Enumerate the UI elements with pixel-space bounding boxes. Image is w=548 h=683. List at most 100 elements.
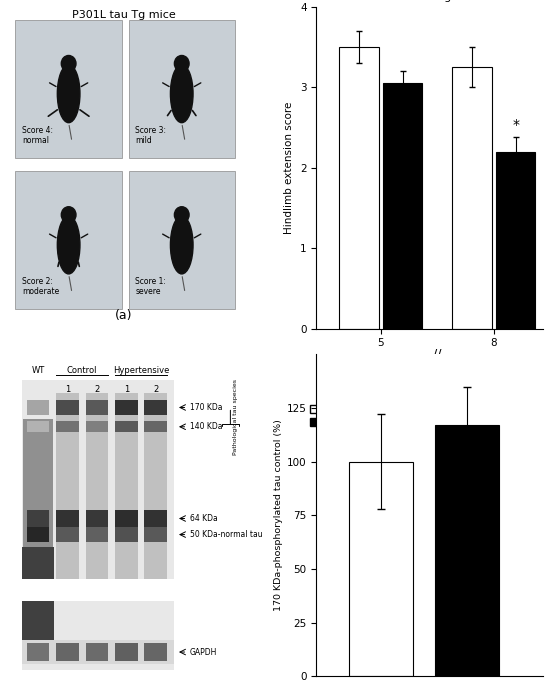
Ellipse shape bbox=[58, 216, 80, 274]
Bar bbox=[85, 393, 108, 580]
Bar bbox=[56, 393, 79, 580]
Text: Control: Control bbox=[67, 365, 98, 375]
FancyArrowPatch shape bbox=[81, 234, 88, 238]
Bar bbox=[115, 510, 138, 527]
FancyArrowPatch shape bbox=[195, 83, 201, 87]
Bar bbox=[85, 421, 108, 432]
Ellipse shape bbox=[61, 207, 76, 223]
FancyArrowPatch shape bbox=[182, 126, 185, 139]
FancyArrowPatch shape bbox=[163, 83, 169, 87]
FancyArrowPatch shape bbox=[58, 262, 59, 266]
Bar bbox=[339, 47, 379, 329]
FancyArrowPatch shape bbox=[78, 262, 79, 266]
Bar bbox=[56, 421, 79, 432]
Bar bbox=[129, 20, 235, 158]
Ellipse shape bbox=[61, 55, 76, 72]
Bar bbox=[56, 643, 79, 661]
Bar bbox=[145, 393, 167, 580]
Ellipse shape bbox=[58, 65, 80, 123]
FancyArrowPatch shape bbox=[69, 277, 72, 290]
FancyArrowPatch shape bbox=[81, 83, 88, 87]
Ellipse shape bbox=[174, 55, 189, 72]
Text: 1: 1 bbox=[65, 385, 70, 394]
FancyArrowPatch shape bbox=[49, 83, 56, 87]
Bar bbox=[22, 579, 174, 601]
Text: (a): (a) bbox=[115, 309, 133, 322]
Bar bbox=[115, 643, 138, 661]
Bar bbox=[27, 400, 49, 415]
Bar bbox=[15, 20, 122, 158]
Bar bbox=[85, 510, 108, 527]
FancyArrowPatch shape bbox=[163, 234, 169, 238]
Bar bbox=[129, 171, 235, 309]
Bar bbox=[27, 527, 49, 542]
Bar bbox=[27, 510, 49, 527]
FancyArrowPatch shape bbox=[80, 110, 89, 116]
Text: 2: 2 bbox=[94, 385, 100, 394]
FancyArrowPatch shape bbox=[195, 234, 201, 238]
FancyArrowPatch shape bbox=[48, 110, 58, 116]
Text: Hypertensive: Hypertensive bbox=[113, 365, 169, 375]
Text: (b): (b) bbox=[421, 451, 438, 464]
Bar bbox=[24, 419, 53, 660]
Bar bbox=[15, 171, 122, 309]
Bar bbox=[85, 643, 108, 661]
Text: 2: 2 bbox=[153, 385, 158, 394]
Title: P301L tau Tg mice: P301L tau Tg mice bbox=[378, 0, 481, 2]
Bar bbox=[27, 643, 49, 661]
Bar bbox=[115, 643, 138, 661]
Bar bbox=[145, 510, 167, 527]
Bar bbox=[383, 83, 423, 329]
FancyArrowPatch shape bbox=[168, 111, 171, 115]
Bar bbox=[115, 393, 138, 580]
Text: //: // bbox=[433, 348, 442, 361]
Bar bbox=[145, 643, 167, 661]
Text: Score 3:
mild: Score 3: mild bbox=[135, 126, 167, 145]
Bar bbox=[115, 421, 138, 432]
Text: Pathological tau species: Pathological tau species bbox=[233, 379, 238, 455]
Text: Score 2:
moderate: Score 2: moderate bbox=[22, 277, 60, 296]
Ellipse shape bbox=[170, 65, 193, 123]
Text: GAPDH: GAPDH bbox=[190, 647, 217, 656]
Ellipse shape bbox=[170, 216, 193, 274]
Bar bbox=[145, 421, 167, 432]
Text: 170 KDa: 170 KDa bbox=[190, 403, 222, 412]
Bar bbox=[27, 643, 49, 661]
Legend: Control, Hypertensive: Control, Hypertensive bbox=[310, 404, 397, 427]
FancyArrowPatch shape bbox=[49, 234, 56, 238]
Bar bbox=[56, 400, 79, 415]
Text: 50 KDa-normal tau: 50 KDa-normal tau bbox=[190, 530, 262, 539]
Bar bbox=[145, 527, 167, 542]
Bar bbox=[85, 643, 108, 661]
Bar bbox=[85, 527, 108, 542]
Bar bbox=[496, 152, 535, 329]
Bar bbox=[56, 643, 79, 661]
Text: Score 1:
severe: Score 1: severe bbox=[135, 277, 166, 296]
Bar bbox=[56, 527, 79, 542]
Text: 140 KDa: 140 KDa bbox=[190, 422, 222, 431]
Text: *: * bbox=[512, 118, 519, 133]
Text: WT: WT bbox=[31, 365, 45, 375]
Bar bbox=[115, 527, 138, 542]
Text: 64 KDa: 64 KDa bbox=[190, 514, 218, 523]
Bar bbox=[27, 421, 49, 432]
Text: 1: 1 bbox=[124, 385, 129, 394]
Bar bbox=[85, 400, 108, 415]
Ellipse shape bbox=[174, 207, 189, 223]
X-axis label: Months of treatment: Months of treatment bbox=[372, 354, 487, 364]
FancyArrowPatch shape bbox=[182, 277, 185, 290]
FancyArrowPatch shape bbox=[192, 111, 196, 115]
Bar bbox=[115, 400, 138, 415]
FancyArrowPatch shape bbox=[69, 126, 72, 139]
Bar bbox=[22, 380, 174, 670]
Bar bbox=[22, 548, 54, 660]
Bar bbox=[452, 67, 492, 329]
Bar bbox=[145, 400, 167, 415]
Bar bbox=[349, 462, 413, 676]
Text: Score 4:
normal: Score 4: normal bbox=[22, 126, 53, 145]
Bar bbox=[435, 425, 499, 676]
Text: P301L tau Tg mice: P301L tau Tg mice bbox=[72, 10, 176, 20]
Bar bbox=[145, 643, 167, 661]
Bar bbox=[22, 640, 174, 664]
Y-axis label: Hindlimb extension score: Hindlimb extension score bbox=[284, 102, 294, 234]
